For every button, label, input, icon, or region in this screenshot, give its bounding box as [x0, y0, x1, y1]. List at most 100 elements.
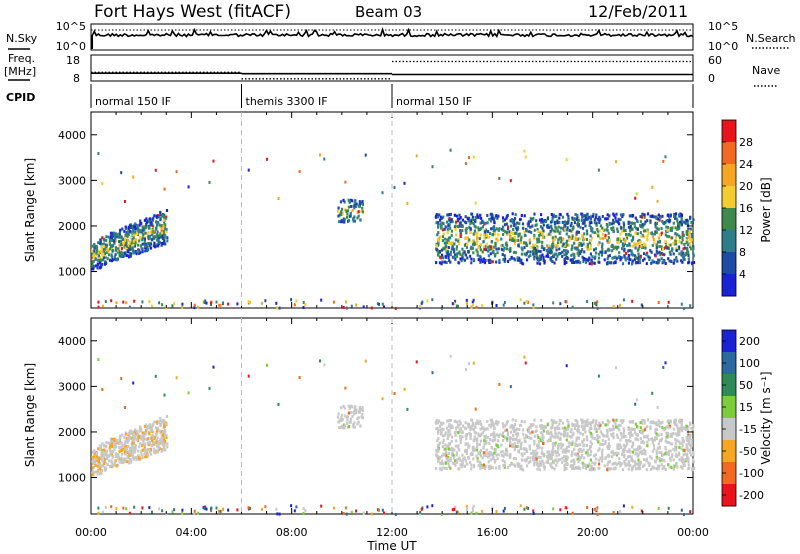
- power-echo-1976: [510, 218, 513, 221]
- velocity-speckle-127: [320, 504, 323, 508]
- velocity-echo-998: [558, 422, 561, 426]
- velocity-echo-1508: [599, 456, 602, 460]
- power-speckle-37: [468, 156, 470, 160]
- power-speckle-46: [104, 300, 107, 303]
- velocity-speckle-8: [210, 509, 212, 513]
- velocity-echo-1679: [513, 448, 516, 452]
- power-echo-949: [689, 245, 692, 249]
- velocity-echo-468: [160, 437, 163, 441]
- power-echo-1302: [455, 214, 459, 218]
- velocity-echo-1936: [535, 425, 538, 429]
- velocity-echo-778: [510, 430, 513, 434]
- velocity-echo-1038: [490, 446, 493, 450]
- velocity-echo-312: [153, 447, 156, 451]
- velocity-echo-1966: [546, 430, 549, 434]
- power-echo-455: [110, 244, 113, 248]
- power-echo-445: [103, 252, 107, 256]
- power-echo-1160: [508, 230, 511, 234]
- velocity-echo-219: [119, 449, 122, 453]
- power-speckle-86: [503, 300, 506, 304]
- velocity-echo-2086: [503, 429, 507, 433]
- velocity-echo-1437: [687, 433, 690, 437]
- velocity-echo-1507: [650, 456, 653, 460]
- power-echo-1256: [502, 225, 505, 229]
- power-echo-895: [561, 215, 565, 219]
- velocity-echo-979: [447, 452, 450, 455]
- power-echo-1582: [537, 230, 540, 233]
- velocity-echo-757: [559, 446, 563, 450]
- power-speckle-68: [97, 300, 100, 304]
- velocity-echo-1124: [669, 442, 672, 446]
- power-echo-2001: [477, 246, 480, 250]
- power-echo-1497: [496, 216, 499, 220]
- velocity-echo-1709: [608, 467, 611, 471]
- power-echo-1677: [483, 222, 486, 226]
- velocity-echo-508: [105, 445, 108, 448]
- velocity-echo-1203: [459, 435, 462, 438]
- power-echo-2015: [678, 213, 681, 217]
- velocity-echo-1711: [681, 466, 684, 470]
- power-echo-646: [552, 241, 555, 245]
- velocity-echo-2032: [661, 420, 664, 424]
- power-echo-198: [140, 247, 143, 251]
- power-speckle-112: [175, 170, 178, 174]
- velocity-echo-1583: [592, 418, 595, 422]
- velocity-echo-336: [103, 459, 106, 463]
- velocity-echo-2080: [466, 423, 469, 427]
- power-speckle-125: [474, 201, 477, 205]
- power-echo-1572: [474, 215, 477, 219]
- power-echo-1919: [482, 245, 485, 249]
- velocity-echo-1344: [631, 433, 634, 437]
- velocity-echo-1990: [439, 421, 442, 425]
- velocity-echo-1511: [551, 449, 554, 452]
- velocity-echo-924: [481, 431, 485, 435]
- power-echo-1038: [490, 240, 493, 244]
- velocity-echo-180: [112, 450, 115, 454]
- xtick-label-1: 04:00: [175, 526, 207, 539]
- power-echo-2006: [601, 248, 604, 251]
- velocity-echo-429: [106, 454, 109, 458]
- velocity-echo-445: [103, 458, 107, 462]
- power-echo-355: [143, 237, 146, 241]
- velocity-echo-1484: [451, 426, 454, 430]
- power-echo-1789: [655, 222, 659, 225]
- power-echo-1878: [630, 262, 634, 266]
- velocity-echo-1505: [578, 449, 581, 453]
- power-echo-1679: [513, 242, 516, 246]
- power-echo-1972: [516, 228, 519, 232]
- power-echo-1352: [533, 255, 536, 259]
- power-echo-2069: [533, 247, 537, 250]
- power-echo-1927: [470, 247, 474, 250]
- x-axis-label: Time UT: [366, 539, 417, 553]
- velocity-echo-579: [352, 425, 355, 429]
- power-echo-1647: [651, 259, 654, 263]
- velocity-echo-643: [489, 458, 492, 462]
- power-echo-1494: [661, 219, 664, 223]
- power-echo-1922: [586, 217, 589, 221]
- velocity-echo-1255: [500, 453, 503, 457]
- power-echo-154: [149, 246, 153, 250]
- velocity-speckle-2: [302, 507, 305, 510]
- power-echo-1640: [442, 232, 445, 236]
- power-echo-453: [91, 254, 94, 258]
- velocity-echo-1988: [645, 459, 648, 463]
- power-echo-1881: [454, 224, 457, 228]
- power-echo-1155: [643, 257, 646, 261]
- power-echo-1759: [540, 213, 543, 217]
- power-echo-535: [360, 209, 363, 213]
- velocity-echo-890: [656, 464, 659, 468]
- velocity-echo-1328: [535, 454, 538, 458]
- power-echo-1059: [448, 259, 451, 263]
- power-echo-179: [120, 250, 123, 254]
- velocity-echo-1490: [564, 449, 567, 453]
- power-echo-475: [121, 227, 124, 231]
- velocity-echo-1798: [597, 462, 601, 466]
- velocity-echo-2079: [685, 424, 688, 428]
- velocity-echo-510: [95, 455, 98, 459]
- velocity-speckle-99: [475, 511, 478, 515]
- velocity-echo-2049: [557, 444, 560, 448]
- power-speckle-6: [664, 155, 667, 159]
- power-echo-1557: [608, 238, 611, 242]
- velocity-speckle-155: [634, 402, 637, 406]
- velocity-echo-1647: [651, 465, 654, 469]
